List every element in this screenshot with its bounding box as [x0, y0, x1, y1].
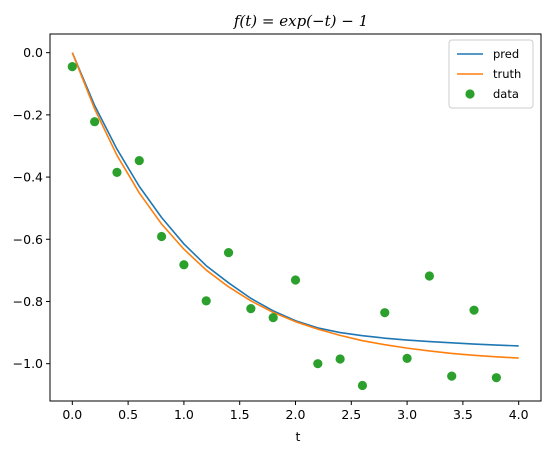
- data-point: [268, 313, 278, 323]
- data-point: [447, 371, 457, 381]
- series-layer: [67, 52, 519, 391]
- chart-title: f(t) = exp(−t) − 1: [233, 12, 368, 30]
- y-tick-label: 0.0: [23, 45, 43, 60]
- data-point: [90, 117, 100, 127]
- data-point: [491, 373, 501, 383]
- y-tick-label: −0.4: [13, 170, 43, 185]
- series-line-truth: [71, 52, 519, 359]
- data-point: [67, 62, 77, 72]
- data-point: [335, 354, 345, 364]
- x-tick-label: 0.5: [118, 407, 138, 422]
- y-tick-label: −0.2: [13, 107, 43, 122]
- series-line-pred: [71, 52, 519, 347]
- x-tick-label: 1.5: [230, 407, 250, 422]
- data-point: [223, 248, 234, 258]
- data-point: [424, 271, 435, 281]
- data-point: [357, 380, 368, 391]
- x-tick-label: 2.0: [286, 407, 306, 422]
- legend: pred truth data: [448, 39, 534, 109]
- y-tick-label: −0.8: [13, 294, 43, 309]
- x-tick-label: 0.0: [62, 407, 82, 422]
- data-point: [313, 359, 323, 369]
- data-point: [469, 305, 479, 315]
- data-point: [134, 155, 144, 166]
- data-point: [156, 231, 167, 242]
- legend-label-data: data: [493, 87, 519, 101]
- data-point: [402, 353, 412, 363]
- x-tick-label: 3.0: [397, 407, 417, 422]
- x-tick-label: 4.0: [509, 407, 529, 422]
- x-tick-label: 2.5: [341, 407, 361, 422]
- data-point: [179, 260, 189, 270]
- data-point: [112, 167, 122, 178]
- legend-label-pred: pred: [493, 47, 519, 61]
- y-tick-label: −0.6: [13, 232, 43, 247]
- x-axis-label: t: [296, 429, 301, 444]
- axes-layer: 0.0 0.5 1.0 1.5 2.0 2.5 3.0 3.5 4.0 0.0 −0.2 −0.4 −0…: [13, 33, 542, 422]
- y-tick-label: −1.0: [13, 356, 43, 371]
- legend-label-truth: truth: [493, 67, 521, 81]
- x-tick-label: 3.5: [453, 407, 473, 422]
- data-point: [290, 275, 301, 285]
- data-point: [246, 304, 256, 314]
- data-point: [201, 296, 211, 306]
- data-point: [380, 308, 390, 318]
- legend-swatch-data: [465, 89, 475, 99]
- x-tick-label: 1.0: [174, 407, 194, 422]
